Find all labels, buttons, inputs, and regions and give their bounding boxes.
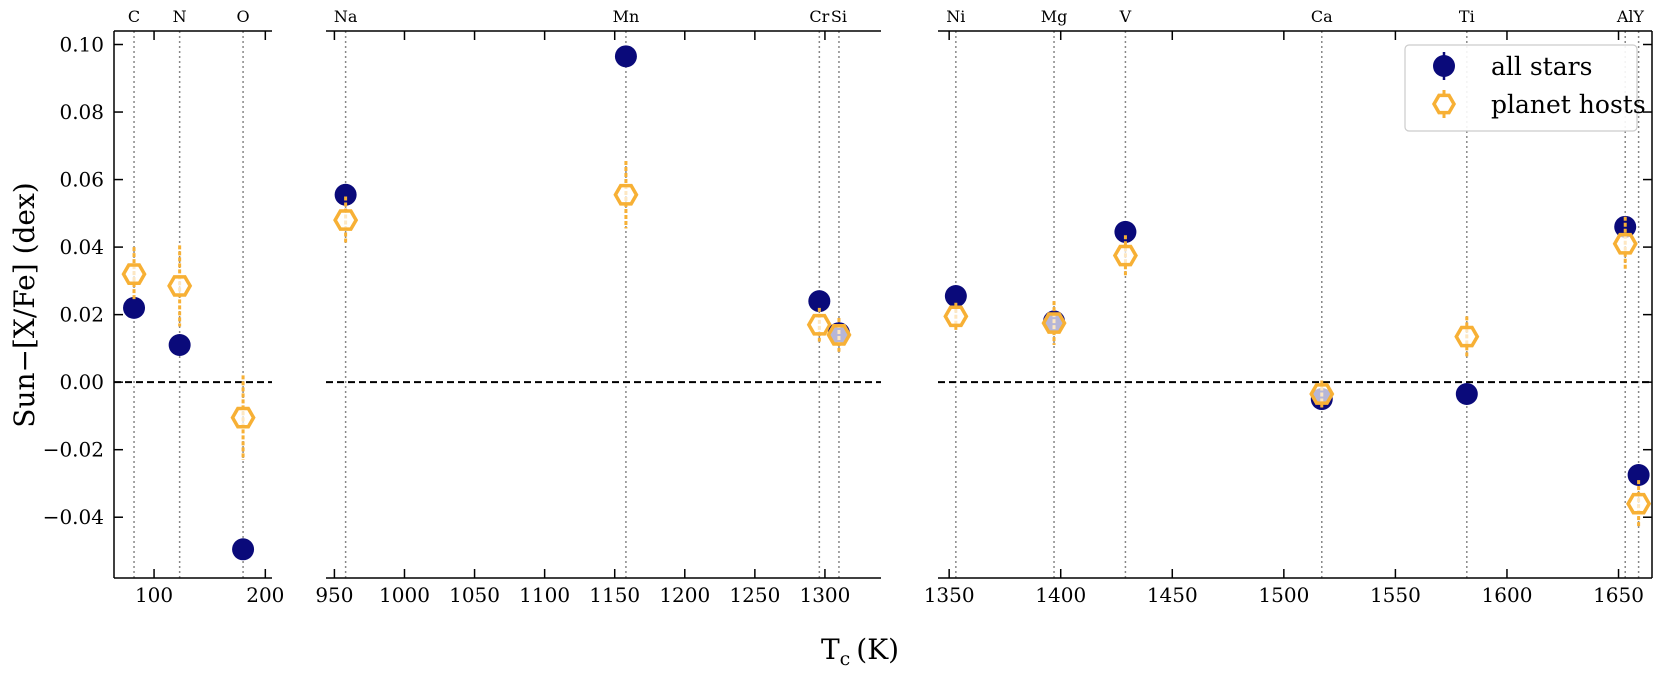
legend: all stars planet hosts	[1404, 44, 1646, 132]
element-label-Ni: Ni	[946, 7, 965, 26]
y-tick-label: −0.04	[43, 505, 104, 529]
all-stars-point-Al	[1614, 215, 1637, 238]
element-label-N: N	[173, 7, 187, 26]
all-stars-point-Y	[1627, 464, 1650, 487]
element-label-Ca: Ca	[1311, 7, 1333, 26]
panels-layer: C N O 0.10 0.08 0.06 0.04 0.02 0.00 −0.02 −0.04 100…	[43, 7, 1653, 607]
element-label-Cr: Cr	[809, 7, 829, 26]
all-stars-point-N	[168, 334, 191, 357]
planet-hosts-point-Ni	[943, 305, 969, 328]
planet-hosts-point-Al	[1612, 232, 1638, 255]
y-tick-label: −0.02	[43, 438, 104, 462]
x-axis-title-unit: (K)	[856, 633, 899, 666]
y-tick-label: 0.04	[59, 235, 104, 259]
legend-all-stars-label: all stars	[1491, 52, 1592, 81]
y-tick-label: 0.06	[59, 168, 104, 192]
panel-3: Ni Mg V Ca Ti Al Y 1350 1400 1450 1500 1550 1600 1650	[924, 7, 1653, 607]
y-tick-label: 0.02	[59, 303, 104, 327]
planet-hosts-point-Mn	[613, 183, 639, 206]
x-tick-label: 1250	[729, 583, 780, 607]
all-stars-point-O	[232, 538, 255, 561]
y-tick-label: 0.08	[59, 100, 104, 124]
x-tick-label: 1350	[924, 583, 975, 607]
legend-frame	[1404, 44, 1638, 132]
x-tick-label: 200	[246, 583, 284, 607]
element-label-Y: Y	[1632, 7, 1644, 26]
all-stars-point-V	[1114, 220, 1137, 243]
x-tick-label: 1200	[659, 583, 710, 607]
element-label-Al: Al	[1616, 7, 1634, 26]
x-axis-title-sub: c	[840, 648, 851, 670]
planet-hosts-point-Si	[826, 324, 852, 346]
x-tick-label: 1550	[1370, 583, 1421, 607]
x-tick-label: 1000	[379, 583, 430, 607]
element-label-Na: Na	[334, 7, 358, 26]
planet-hosts-point-Mg	[1041, 312, 1067, 334]
all-stars-point-Na	[334, 183, 357, 206]
all-stars-point-C	[123, 296, 146, 319]
planet-hosts-point-Y	[1626, 492, 1652, 515]
all-stars-point-Ni	[944, 285, 967, 308]
legend-planet-hosts-marker	[1431, 93, 1457, 115]
x-tick-label: 1100	[519, 583, 570, 607]
element-label-Ti: Ti	[1459, 7, 1475, 26]
x-tick-label: 1650	[1593, 583, 1644, 607]
y-tick-label: 0.00	[59, 370, 104, 394]
element-label-O: O	[237, 7, 250, 26]
x-tick-label: 1300	[799, 583, 850, 607]
planet-hosts-point-Cr	[806, 313, 832, 336]
planet-hosts-point-N	[167, 275, 193, 297]
y-axis-title: Sun−[X/Fe] (dex)	[8, 182, 41, 427]
element-label-Mn: Mn	[613, 7, 640, 26]
x-tick-label: 1400	[1035, 583, 1086, 607]
x-tick-label: 1150	[589, 583, 640, 607]
planet-hosts-point-Ti	[1454, 325, 1480, 348]
planet-hosts-point-C	[121, 263, 147, 285]
x-tick-label: 1600	[1482, 583, 1533, 607]
element-label-Mg: Mg	[1041, 7, 1068, 26]
element-label-Si: Si	[831, 7, 847, 26]
all-stars-point-Ti	[1455, 382, 1478, 405]
panel-2: Na Mn Cr Si 950 1000 1050 1100 1150 1200 1250 1300	[315, 7, 881, 607]
all-stars-point-Mn	[614, 45, 637, 68]
planet-hosts-point-O	[230, 406, 256, 429]
y-tick-label: 0.10	[59, 33, 104, 57]
x-tick-label: 1500	[1258, 583, 1309, 607]
x-tick-label: 950	[315, 583, 353, 607]
all-stars-point-Cr	[808, 290, 831, 313]
legend-all-stars-marker	[1433, 55, 1455, 77]
x-tick-label: 1050	[449, 583, 500, 607]
planet-hosts-point-Ca	[1309, 383, 1335, 405]
planet-hosts-point-Na	[333, 209, 359, 231]
x-axis-title-main: T	[821, 633, 840, 666]
element-label-C: C	[128, 7, 140, 26]
legend-planet-hosts-label: planet hosts	[1491, 90, 1646, 119]
x-axis-title: Tc (K)	[821, 633, 899, 670]
panel-1: C N O 0.10 0.08 0.06 0.04 0.02 0.00 −0.02 −0.04 100…	[43, 7, 285, 607]
planet-hosts-point-V	[1112, 244, 1138, 267]
x-tick-label: 100	[135, 583, 173, 607]
x-tick-label: 1450	[1147, 583, 1198, 607]
element-label-V: V	[1119, 7, 1132, 26]
